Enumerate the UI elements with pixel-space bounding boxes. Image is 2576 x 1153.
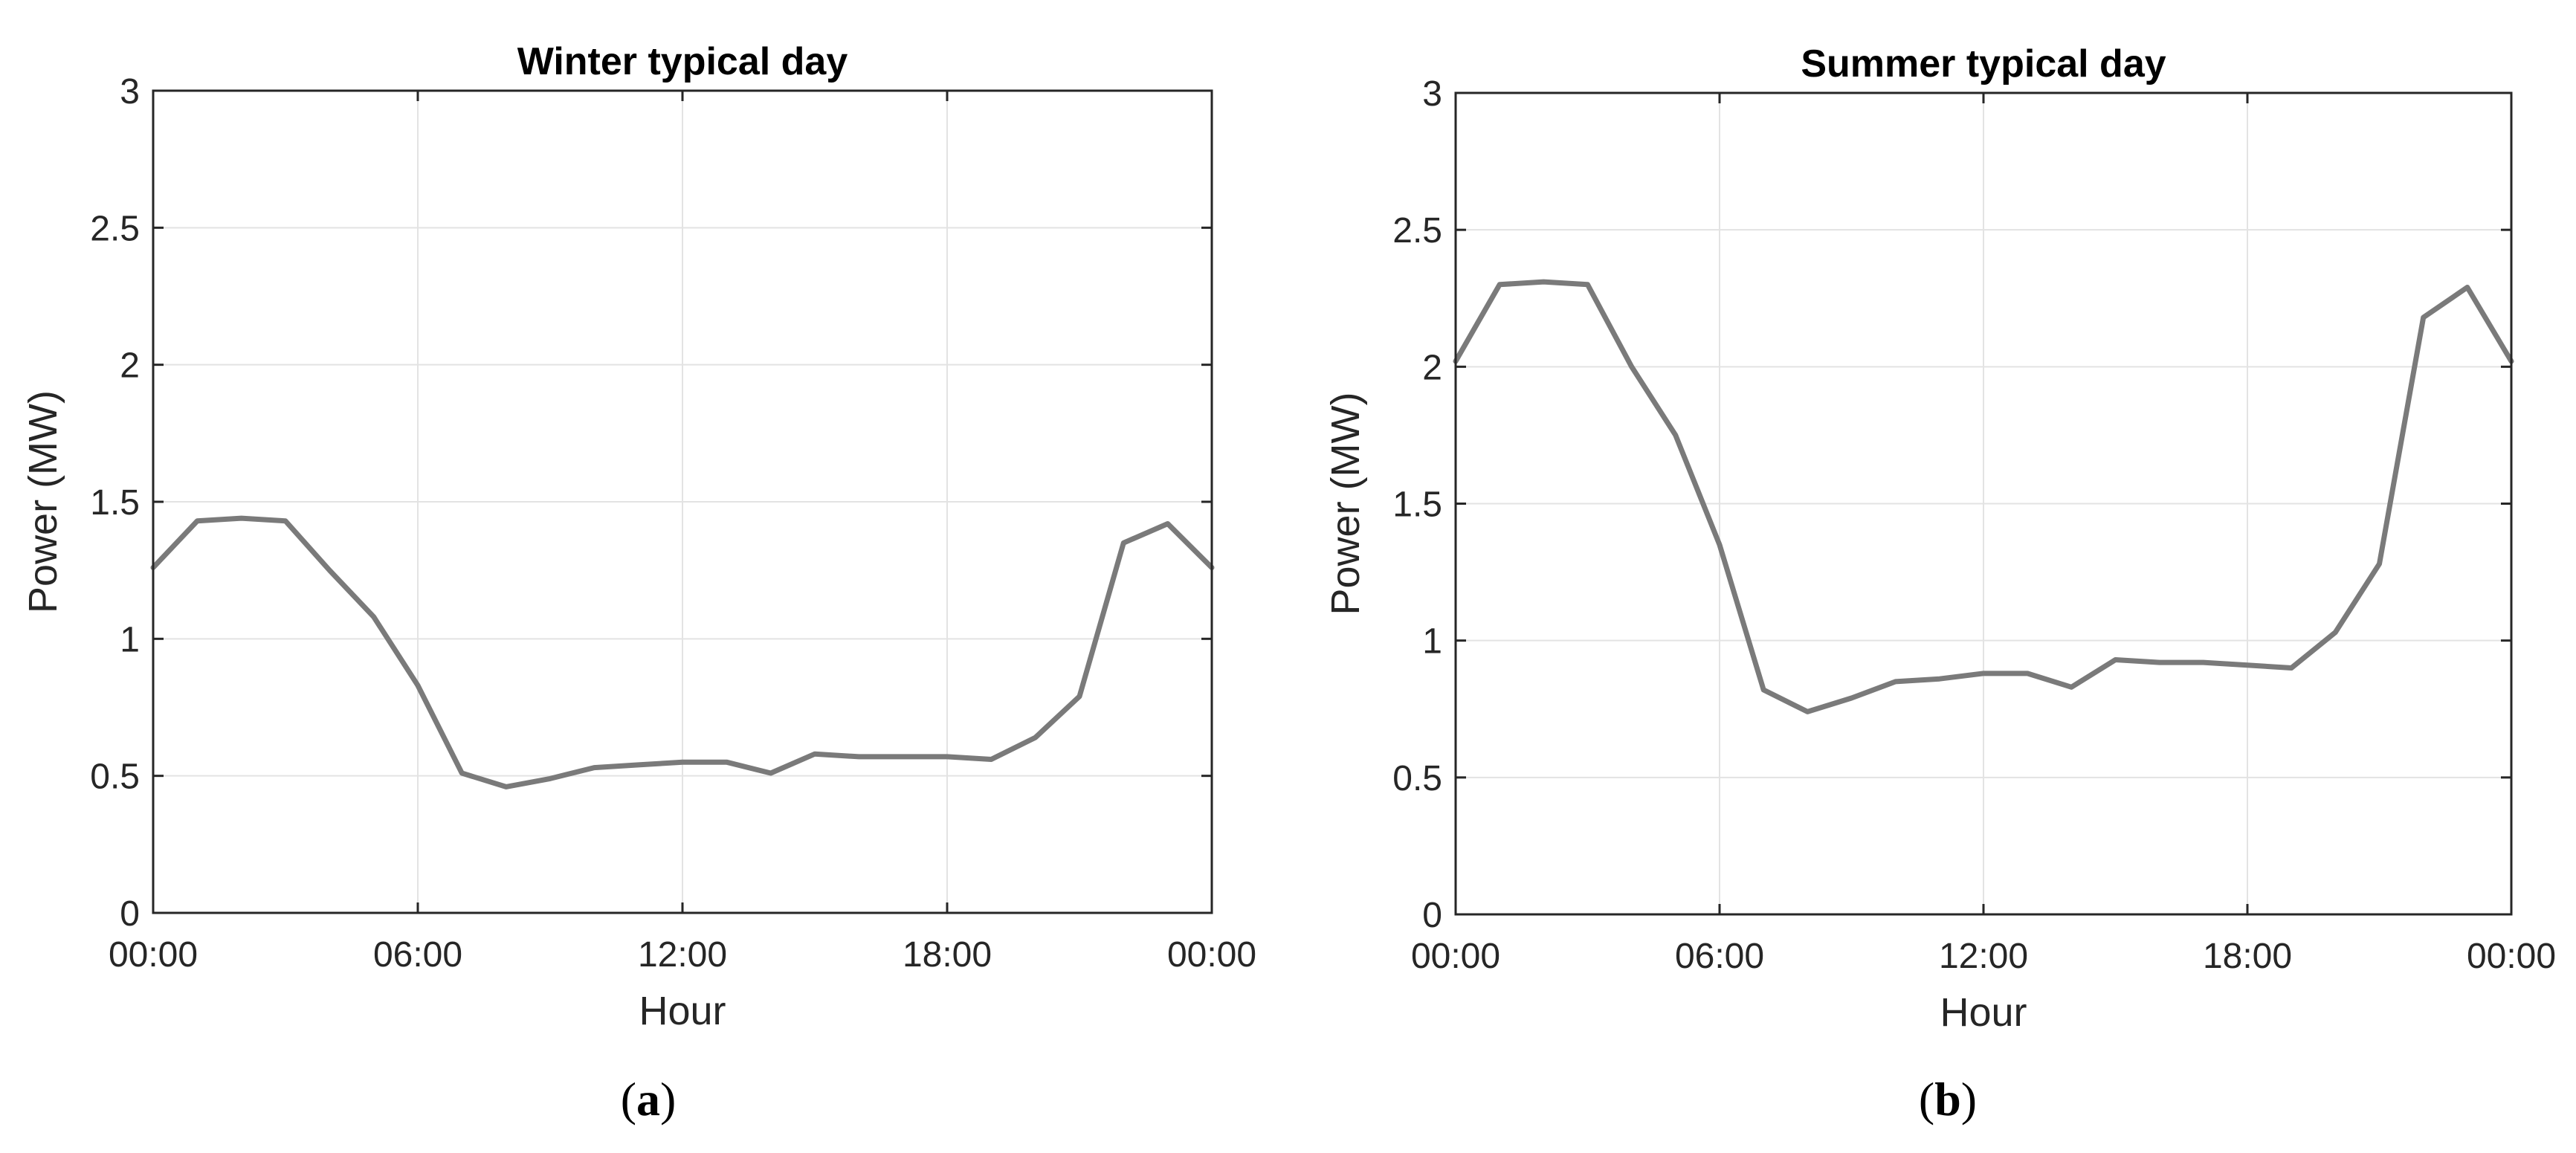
y-tick-label: 1 — [120, 620, 140, 659]
y-tick-label: 1.5 — [90, 483, 140, 523]
y-tick-label: 2.5 — [1392, 211, 1442, 251]
x-tick-label: 00:00 — [1167, 935, 1256, 975]
y-tick-label: 0 — [1422, 896, 1442, 935]
x-tick-label: 18:00 — [2203, 937, 2292, 976]
y-tick-label: 0.5 — [90, 758, 140, 797]
x-axis-label: Hour — [1940, 990, 2027, 1035]
x-tick-label: 06:00 — [373, 935, 462, 975]
y-axis-label: Power (MW) — [21, 390, 65, 613]
y-tick-label: 2.5 — [90, 209, 140, 248]
chart-title: Summer typical day — [1801, 42, 2166, 85]
x-tick-label: 00:00 — [109, 935, 198, 975]
series-line — [1453, 279, 2514, 714]
y-tick-label: 2 — [120, 346, 140, 386]
series-line — [150, 515, 1215, 789]
x-tick-label: 18:00 — [903, 935, 992, 975]
x-tick-label: 12:00 — [638, 935, 727, 975]
y-tick-label: 3 — [1422, 74, 1442, 114]
x-tick-label: 12:00 — [1939, 937, 2028, 976]
y-axis-label: Power (MW) — [1323, 393, 1368, 616]
panel-letter: (b) — [1919, 1073, 1977, 1125]
x-tick-label: 06:00 — [1675, 937, 1764, 976]
panel-a: 00:00 06:00 12:00 18:00 00:0000.511.522.53Wi… — [21, 40, 1256, 1125]
x-tick-label: 00:00 — [2467, 937, 2556, 976]
panel-b: 00:00 06:00 12:00 18:00 00:0000.511.522.53Su… — [1323, 42, 2556, 1125]
y-tick-label: 1 — [1422, 622, 1442, 662]
chart-title: Winter typical day — [517, 40, 848, 83]
y-tick-label: 1.5 — [1392, 485, 1442, 525]
y-tick-label: 0 — [120, 894, 140, 934]
y-tick-label: 3 — [120, 72, 140, 112]
x-axis-label: Hour — [639, 989, 726, 1033]
y-tick-label: 2 — [1422, 348, 1442, 387]
x-tick-label: 00:00 — [1411, 937, 1500, 976]
panel-letter: (a) — [621, 1073, 677, 1125]
y-tick-label: 0.5 — [1392, 759, 1442, 798]
